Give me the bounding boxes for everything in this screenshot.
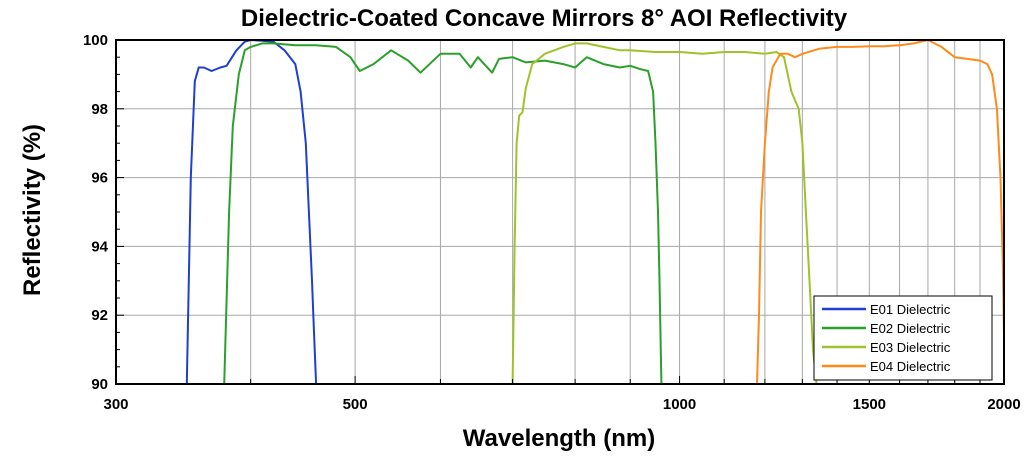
y-tick-label: 98 xyxy=(91,101,108,118)
legend: E01 Dielectric E02 Dielectric E03 Dielectr… xyxy=(813,295,993,381)
x-axis-label: Wavelength (nm) xyxy=(463,425,655,452)
chart-title: Dielectric-Coated Concave Mirrors 8° AOI… xyxy=(241,5,848,32)
y-tick-label: 94 xyxy=(91,238,108,255)
plot-frame xyxy=(115,39,1005,385)
x-tick-label: 300 xyxy=(103,396,128,413)
series-line-3 xyxy=(511,42,818,384)
y-tick-label: 96 xyxy=(91,170,108,187)
y-tick-label: 90 xyxy=(91,376,108,393)
x-tick-label: 500 xyxy=(343,396,368,413)
legend-label: E04 Dielectric xyxy=(870,359,951,374)
axes xyxy=(115,39,1005,385)
y-tick-label: 92 xyxy=(91,307,108,324)
x-tick-label: 2000 xyxy=(987,396,1020,413)
series-line-1 xyxy=(185,39,318,384)
legend-label: E02 Dielectric xyxy=(870,321,951,336)
x-tick-label: 1500 xyxy=(853,396,886,413)
series-line-2 xyxy=(223,42,663,384)
legend-label: E01 Dielectric xyxy=(870,302,951,317)
y-tick-label: 100 xyxy=(83,32,108,49)
y-axis-label: Reflectivity (%) xyxy=(19,124,46,296)
tick-labels: 300 500 1000 1500 2000 90 92 94 96 98 100 xyxy=(83,32,1021,413)
series-line-4 xyxy=(756,39,1004,384)
x-tick-label: 1000 xyxy=(663,396,696,413)
legend-label: E03 Dielectric xyxy=(870,340,951,355)
